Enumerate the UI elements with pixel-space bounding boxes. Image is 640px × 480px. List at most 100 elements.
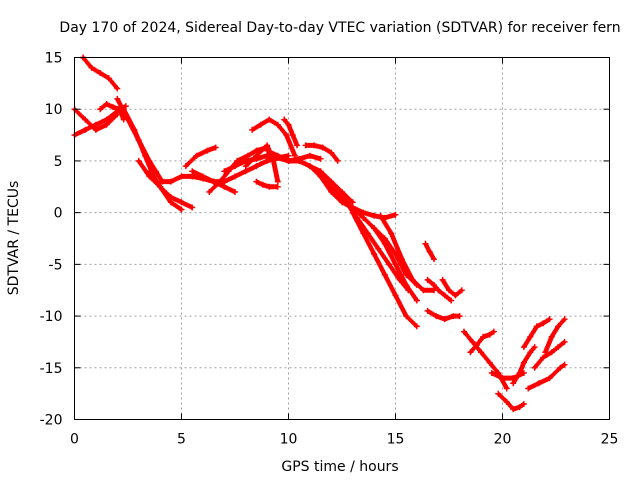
y-tick-label-6: 10 xyxy=(45,102,63,118)
data-point-19-4 xyxy=(334,157,341,164)
y-tick-label-4: 0 xyxy=(54,206,63,222)
x-tick-label-5: 25 xyxy=(601,432,619,448)
data-point-9-2 xyxy=(210,178,217,185)
data-point-0-2 xyxy=(92,121,99,128)
data-point-30-2 xyxy=(478,349,485,356)
data-point-31-1 xyxy=(473,342,480,349)
data-point-3-1 xyxy=(103,101,110,108)
data-point-20-1 xyxy=(328,183,335,190)
data-point-16-5 xyxy=(291,152,298,159)
series-track-20 xyxy=(302,142,341,164)
data-point-15-5 xyxy=(317,168,324,175)
data-point-38-2 xyxy=(555,323,562,330)
data-point-18-4 xyxy=(328,188,335,195)
data-point-33-4 xyxy=(520,400,527,407)
series-track-03 xyxy=(80,54,121,92)
series-track-35 xyxy=(510,344,538,387)
y-tick-label-0: -20 xyxy=(40,413,63,429)
data-point-16-4 xyxy=(283,132,290,139)
data-point-8-6 xyxy=(221,183,228,190)
data-point-14-0 xyxy=(253,178,260,185)
series-track-23 xyxy=(349,209,420,330)
data-point-19-3 xyxy=(328,149,335,156)
data-point-0-3 xyxy=(103,116,110,123)
data-point-22-0 xyxy=(349,209,356,216)
data-point-3-0 xyxy=(97,106,104,113)
data-point-17-2 xyxy=(289,132,296,139)
y-tick-label-7: 15 xyxy=(45,51,63,67)
data-point-16-1 xyxy=(257,121,264,128)
data-point-23-5 xyxy=(413,297,420,304)
data-point-10-3 xyxy=(212,144,219,151)
data-point-16-0 xyxy=(249,126,256,133)
data-point-37-3 xyxy=(555,344,562,351)
data-point-15-7 xyxy=(339,188,345,195)
data-point-12-9 xyxy=(317,155,324,162)
data-point-29-1 xyxy=(446,287,452,294)
data-point-31-0 xyxy=(467,349,474,356)
data-point-27-2 xyxy=(435,287,442,294)
data-point-31-4 xyxy=(490,328,497,335)
data-point-5-2 xyxy=(142,152,149,159)
data-point-30-0 xyxy=(460,328,467,335)
series-track-32 xyxy=(467,328,497,356)
data-point-12-0 xyxy=(221,168,228,175)
series-track-17 xyxy=(249,116,298,159)
data-point-17-1 xyxy=(285,121,292,128)
data-point-12-1 xyxy=(232,163,238,170)
data-point-38-1 xyxy=(548,333,555,340)
data-point-36-1 xyxy=(535,380,542,387)
y-tick-label-2: -10 xyxy=(40,309,63,325)
series-track-28 xyxy=(424,276,455,304)
grid-lines xyxy=(74,57,610,420)
data-point-18-2 xyxy=(306,163,313,170)
series-track-30 xyxy=(439,276,465,299)
data-point-10-2 xyxy=(204,147,211,154)
data-point-34-4 xyxy=(531,344,538,351)
data-point-25-0 xyxy=(377,212,384,219)
data-point-38-3 xyxy=(561,316,568,323)
data-point-34-2 xyxy=(520,359,527,366)
data-point-32-1 xyxy=(499,375,506,382)
series-track-15 xyxy=(253,178,281,190)
data-point-27-3 xyxy=(441,292,448,299)
data-point-9-4 xyxy=(232,173,238,180)
x-tick-label-4: 20 xyxy=(494,432,512,448)
data-point-5-0 xyxy=(120,106,127,113)
data-point-29-2 xyxy=(452,292,459,299)
data-point-20-7 xyxy=(392,211,399,218)
series-track-24 xyxy=(360,214,420,304)
series-track-34 xyxy=(495,390,527,413)
data-point-11-4 xyxy=(244,152,251,159)
data-point-17-0 xyxy=(281,116,288,123)
data-point-23-3 xyxy=(392,261,399,268)
data-point-29-0 xyxy=(439,276,446,283)
x-axis-label: GPS time / hours xyxy=(281,459,398,475)
data-point-32-0 xyxy=(488,369,495,376)
data-point-12-8 xyxy=(306,152,313,159)
series-markers-19 xyxy=(303,142,341,164)
data-point-7-1 xyxy=(157,183,164,190)
data-point-1-2 xyxy=(92,126,99,133)
data-point-15-6 xyxy=(328,178,335,185)
data-point-18-1 xyxy=(296,157,303,164)
data-point-9-9 xyxy=(285,152,292,159)
data-point-36-2 xyxy=(546,375,553,382)
data-point-13-4 xyxy=(274,178,281,185)
data-point-30-1 xyxy=(469,338,476,345)
data-point-12-2 xyxy=(242,157,249,164)
data-point-24-0 xyxy=(371,225,378,232)
data-point-37-1 xyxy=(540,354,547,361)
data-point-22-4 xyxy=(392,292,399,299)
data-point-2-4 xyxy=(114,85,121,92)
data-point-36-3 xyxy=(557,364,564,371)
data-point-15-8 xyxy=(349,199,356,206)
data-point-26-1 xyxy=(426,248,433,255)
data-point-28-0 xyxy=(424,307,431,314)
data-point-4-0 xyxy=(114,95,121,102)
series-track-38 xyxy=(531,338,568,371)
data-point-33-3 xyxy=(516,404,523,411)
series-track-18 xyxy=(281,116,301,149)
data-point-22-6 xyxy=(413,323,420,330)
